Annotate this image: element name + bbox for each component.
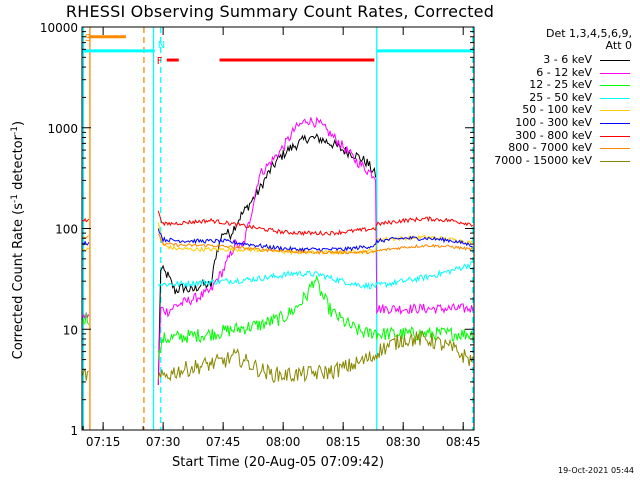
x-tick-label-4: 08:15 [326,435,361,449]
annotations-layer: S NF [82,33,473,67]
legend-swatch [600,135,630,137]
y-tick-label-2: 100 [55,223,78,237]
series-line-3 [157,260,473,290]
y-tick-label-0: 1 [70,424,78,438]
legend-swatch [600,97,630,99]
footer-timestamp: 19-Oct-2021 05:44 [558,466,634,475]
legend-swatch [600,72,630,74]
x-tick-label-6: 08:45 [446,435,481,449]
legend-entry-3: 25 - 50 keV [482,90,632,105]
series-line-0 [157,133,377,385]
series-line-4 [82,222,474,256]
annotation-label-f: F [157,56,163,67]
y-axis-label-mid: detector [11,135,27,195]
legend-label: 50 - 100 keV [522,103,592,117]
y-axis-label-exp2: -1 [9,126,20,136]
y-axis-label-end: ) [11,120,27,127]
x-tick-label-5: 08:30 [386,435,421,449]
series-line-8 [82,331,474,383]
x-tick-label-1: 07:30 [146,435,181,449]
legend-label: 25 - 50 keV [529,90,592,104]
legend-label: 12 - 25 keV [529,78,592,92]
vertical-markers [82,27,474,430]
detector-info: Det 1,3,4,5,6,9, Att 0 [545,27,632,52]
x-tick-label-0: 07:15 [86,435,121,449]
legend-swatch [600,85,630,87]
x-tick-label-2: 07:45 [206,435,241,449]
y-tick-label-1: 10 [63,323,78,337]
legend-entry-2: 12 - 25 keV [482,79,632,92]
axes-layer: 07:15 07:30 07:45 08:00 08:15 08:30 08:45 1 10 10… [40,21,481,449]
annotation-label-s: S [85,33,91,44]
annotation-label-n: N [158,40,165,51]
legend-swatch [600,110,630,112]
legend-entry-1: 6 - 12 keV [482,65,632,80]
legend-swatch [600,160,630,162]
legend-entry-8: 7000 - 15000 keV [482,153,632,168]
y-axis-label-exp1: -1 [9,194,20,204]
chart-title: RHESSI Observing Summary Count Rates, Co… [65,2,495,21]
legend-label: 6 - 12 keV [536,65,592,79]
legend-entry-4: 50 - 100 keV [482,104,632,117]
y-tick-label-4: 10000 [40,21,78,35]
legend-label: 3 - 6 keV [543,53,592,66]
plot-frame [81,26,475,431]
legend: 3 - 6 keV 6 - 12 keV 12 - 25 keV 25 - 50 ke… [482,54,632,167]
legend-label: 100 - 300 keV [515,115,592,129]
y-axis-label: Corrected Count Rate (s-1 detector-1) [10,90,26,390]
series-line-2 [82,274,474,360]
legend-entry-0: 3 - 6 keV [482,54,632,67]
legend-entry-7: 800 - 7000 keV [482,142,632,155]
legend-swatch [600,148,630,150]
legend-entry-5: 100 - 300 keV [482,115,632,130]
legend-label: 7000 - 15000 keV [494,153,592,167]
y-tick-label-3: 1000 [47,122,78,136]
legend-swatch [600,60,630,61]
x-tick-label-3: 08:00 [266,435,301,449]
series-line-6 [82,210,474,237]
legend-label: 300 - 800 keV [515,128,592,142]
y-axis-label-main: Corrected Count Rate (s [11,203,27,360]
x-axis-label: Start Time (20-Aug-05 07:09:42) [171,455,385,470]
legend-swatch [600,122,630,124]
legend-entry-6: 300 - 800 keV [482,128,632,143]
legend-label: 800 - 7000 keV [508,141,592,155]
series-layer [82,116,474,385]
